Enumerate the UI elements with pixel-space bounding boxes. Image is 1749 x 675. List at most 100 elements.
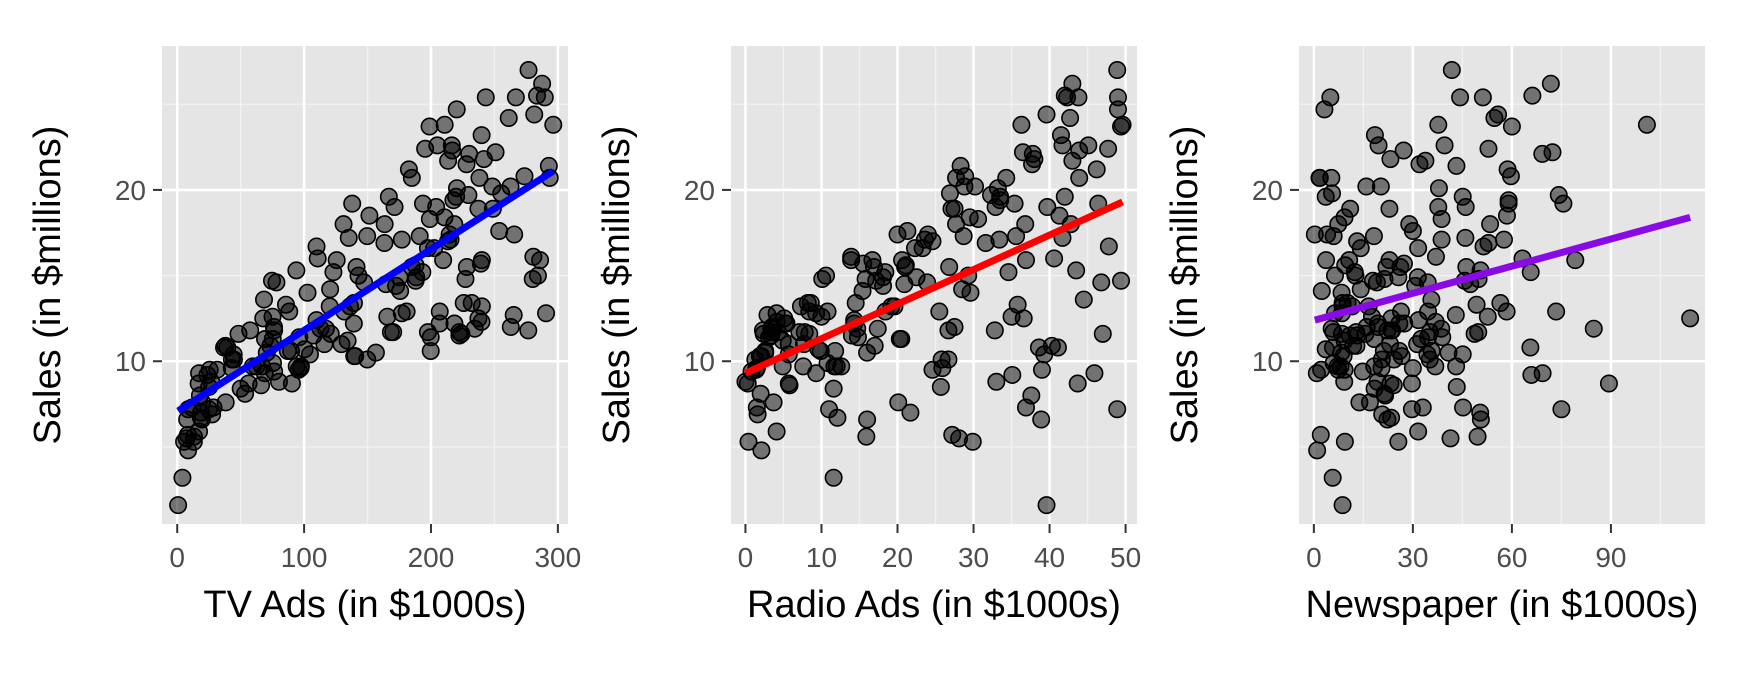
data-point bbox=[476, 88, 495, 107]
data-point bbox=[470, 168, 489, 187]
data-point bbox=[853, 281, 872, 300]
data-point bbox=[472, 126, 491, 145]
data-point bbox=[1087, 160, 1106, 179]
x-tick-label: 60 bbox=[1496, 542, 1527, 573]
data-point bbox=[474, 150, 493, 169]
data-point bbox=[966, 177, 985, 196]
data-point bbox=[1447, 357, 1466, 376]
data-point bbox=[439, 151, 458, 170]
data-point bbox=[1362, 307, 1381, 326]
data-point bbox=[216, 393, 235, 412]
data-point bbox=[1499, 194, 1518, 213]
data-point bbox=[1067, 261, 1086, 280]
y-axis-title: Sales (in $millions) bbox=[27, 126, 69, 445]
data-point bbox=[338, 331, 357, 350]
x-tick-label: 300 bbox=[534, 542, 581, 573]
x-tick-label: 100 bbox=[281, 542, 328, 573]
data-point bbox=[1402, 374, 1421, 393]
data-point bbox=[267, 273, 286, 292]
data-point bbox=[300, 345, 319, 364]
data-point bbox=[462, 293, 481, 312]
data-point bbox=[1108, 400, 1127, 419]
y-tick-label: 10 bbox=[115, 346, 146, 377]
data-point bbox=[465, 319, 484, 338]
data-point bbox=[1351, 239, 1370, 258]
data-point bbox=[483, 177, 502, 196]
trend-line bbox=[743, 198, 1125, 377]
data-point bbox=[1416, 151, 1435, 170]
x-tick-label: 10 bbox=[806, 542, 837, 573]
data-point bbox=[1322, 319, 1341, 338]
y-axis-title: Sales (in $millions) bbox=[1164, 126, 1206, 445]
data-point bbox=[1003, 365, 1022, 384]
data-point bbox=[402, 168, 421, 187]
data-point bbox=[987, 372, 1006, 391]
data-point bbox=[764, 393, 783, 412]
data-point bbox=[969, 210, 988, 229]
data-point bbox=[1468, 427, 1487, 446]
data-point bbox=[736, 372, 755, 391]
data-point bbox=[343, 194, 362, 213]
data-point bbox=[1112, 271, 1131, 290]
data-point bbox=[865, 336, 884, 355]
data-point bbox=[1364, 227, 1383, 246]
data-point bbox=[504, 305, 523, 324]
data-point bbox=[1316, 187, 1335, 206]
data-point bbox=[1418, 345, 1437, 364]
data-point bbox=[1037, 496, 1056, 515]
data-point bbox=[1055, 86, 1074, 105]
data-point bbox=[777, 314, 796, 333]
data-point bbox=[218, 338, 237, 357]
data-point bbox=[445, 314, 464, 333]
data-point bbox=[1446, 305, 1465, 324]
data-point bbox=[1421, 323, 1440, 342]
y-tick-label: 20 bbox=[684, 175, 715, 206]
data-point bbox=[1389, 432, 1408, 451]
data-point bbox=[976, 234, 995, 253]
data-point bbox=[1092, 273, 1111, 292]
data-point bbox=[1478, 307, 1497, 326]
data-point bbox=[1429, 198, 1448, 217]
trend-line bbox=[1313, 213, 1692, 324]
data-point bbox=[1456, 228, 1475, 247]
data-point bbox=[413, 194, 432, 213]
data-point bbox=[999, 263, 1018, 282]
data-point bbox=[1353, 362, 1372, 381]
data-point bbox=[1392, 347, 1411, 366]
data-point bbox=[988, 179, 1007, 198]
data-point bbox=[1447, 156, 1466, 175]
data-point bbox=[321, 280, 340, 299]
y-axis-title: Sales (in $millions) bbox=[596, 126, 638, 445]
data-point bbox=[817, 266, 836, 285]
data-point bbox=[940, 184, 959, 203]
data-point bbox=[169, 496, 188, 515]
data-point bbox=[1305, 225, 1324, 244]
data-point bbox=[858, 410, 877, 429]
data-point bbox=[1402, 400, 1421, 419]
data-point bbox=[1541, 74, 1560, 93]
x-tick-label: 0 bbox=[1306, 542, 1322, 573]
data-point bbox=[430, 314, 449, 333]
data-point bbox=[945, 199, 964, 218]
data-point bbox=[1308, 441, 1327, 460]
data-point bbox=[263, 307, 282, 326]
data-point bbox=[1074, 290, 1093, 309]
data-point bbox=[531, 251, 550, 270]
x-tick-label: 30 bbox=[1397, 542, 1428, 573]
data-point bbox=[1522, 365, 1541, 384]
data-point bbox=[1317, 251, 1336, 270]
data-point bbox=[985, 321, 1004, 340]
data-point bbox=[378, 307, 397, 326]
y-tick-label: 10 bbox=[1252, 346, 1283, 377]
data-point bbox=[1442, 60, 1461, 79]
data-point bbox=[375, 215, 394, 234]
data-point bbox=[1045, 249, 1064, 268]
data-point bbox=[339, 228, 358, 247]
data-point bbox=[1068, 374, 1087, 393]
data-point bbox=[1108, 60, 1127, 79]
data-point bbox=[1543, 143, 1562, 162]
data-point bbox=[1419, 302, 1438, 321]
x-tick-label: 0 bbox=[169, 542, 185, 573]
data-point bbox=[287, 261, 306, 280]
